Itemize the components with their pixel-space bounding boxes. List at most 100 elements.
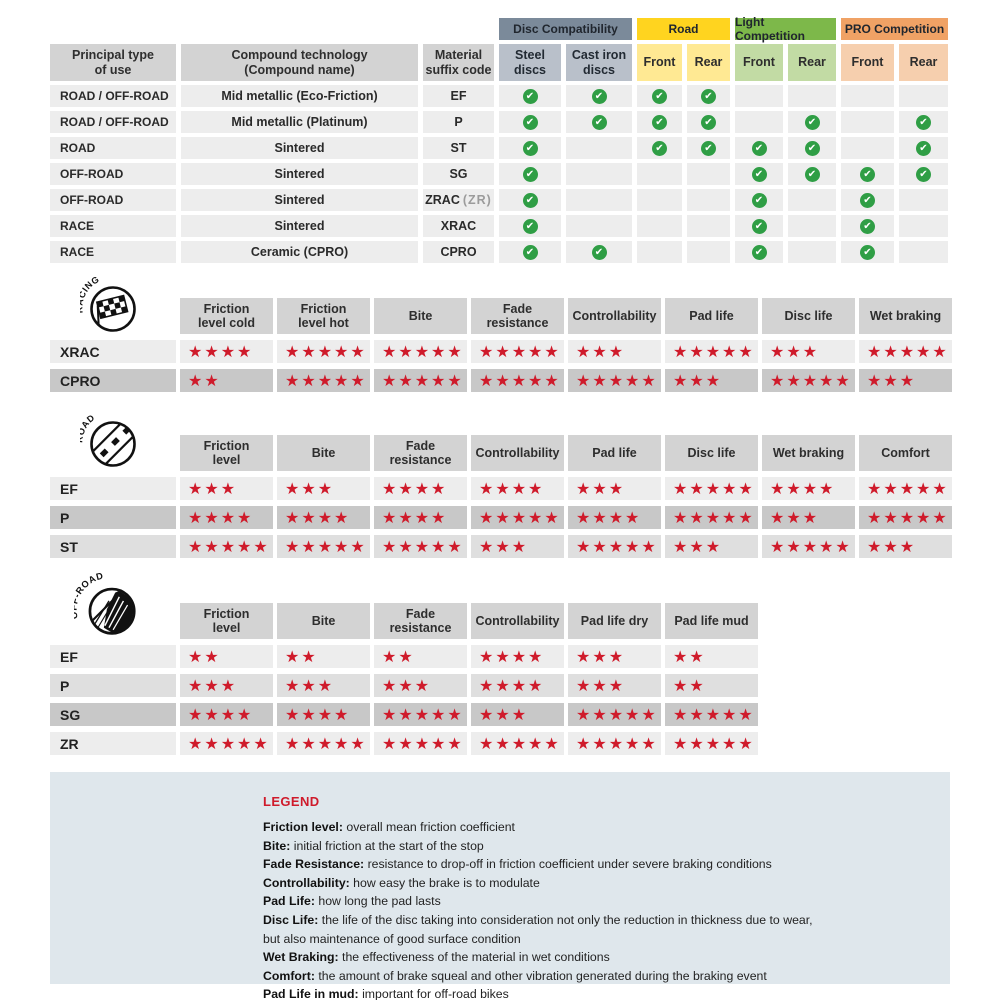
check-cell: ✔: [735, 241, 783, 263]
star-rating-cell: ★★★★★: [277, 535, 370, 558]
star-rating: ★★★: [188, 675, 238, 695]
check-cell: [899, 215, 948, 237]
star-rating: ★★: [188, 370, 221, 390]
star-rating-cell: ★★★★★: [277, 732, 370, 755]
star-rating: ★★★★★: [673, 478, 755, 498]
star-rating: ★★★★★: [382, 341, 464, 361]
check-icon: ✔: [916, 166, 931, 182]
check-cell: [637, 215, 682, 237]
star-rating: ★★★★: [479, 675, 545, 695]
star-rating-cell: ★★★★★: [859, 506, 952, 529]
check-cell: ✔: [841, 189, 894, 211]
star-rating: ★★★★★: [770, 536, 852, 556]
star-rating-cell: ★★★★★: [374, 535, 467, 558]
check-icon: ✔: [804, 114, 820, 130]
check-cell: [788, 189, 836, 211]
star-rating-cell: ★★★: [859, 369, 952, 392]
check-cell: [735, 111, 783, 133]
compound-code-label: XRAC: [50, 340, 176, 363]
compat-row: ROAD / OFF-ROAD Mid metallic (Eco-Frictio…: [50, 85, 955, 107]
star-rating: ★★★: [382, 675, 432, 695]
col-header-suffix: Material suffix code: [423, 44, 494, 81]
pro-competition-group-header: PRO Competition: [841, 18, 948, 40]
star-rating: ★★: [285, 646, 318, 666]
check-icon: ✔: [522, 140, 538, 156]
star-rating: ★★★: [576, 675, 626, 695]
rating-row: SG ★★★★ ★★★★ ★★★★★ ★★★ ★★★★★ ★★★★★: [50, 703, 955, 726]
compound-cell: Mid metallic (Platinum): [181, 111, 418, 133]
star-rating-cell: ★★★★: [471, 477, 564, 500]
star-rating-cell: ★★★★: [277, 703, 370, 726]
check-icon: ✔: [522, 114, 538, 130]
check-cell: ✔: [687, 137, 730, 159]
legend-term: Fade Resistance:: [263, 857, 365, 872]
rating-column-header: Bite: [277, 603, 370, 639]
principal-use-cell: ROAD / OFF-ROAD: [50, 111, 176, 133]
star-rating: ★★★★★: [285, 536, 367, 556]
rating-row: P ★★★ ★★★ ★★★ ★★★★ ★★★ ★★: [50, 674, 955, 697]
star-rating: ★★★★★: [188, 733, 270, 753]
star-rating-cell: ★★★: [180, 477, 273, 500]
check-cell: ✔: [499, 111, 561, 133]
star-rating-cell: ★★★★: [568, 506, 661, 529]
legend-term: Comfort:: [263, 968, 315, 983]
legend-line: but also maintenance of good surface con…: [263, 931, 521, 946]
star-rating-cell: ★★★★★: [665, 703, 758, 726]
compound-code-label: P: [50, 506, 176, 529]
suffix-note: (ZR): [462, 193, 492, 207]
check-icon: ✔: [751, 140, 767, 156]
rating-column-header: Wet braking: [859, 298, 952, 334]
star-rating-cell: ★★★★★: [568, 369, 661, 392]
check-icon: ✔: [652, 88, 667, 104]
check-cell: [735, 85, 783, 107]
principal-use-cell: ROAD: [50, 137, 176, 159]
check-cell: ✔: [788, 163, 836, 185]
star-rating: ★★★★★: [867, 341, 949, 361]
suffix-code-cell: CPRO: [423, 241, 494, 263]
star-rating-cell: ★★★★★: [568, 732, 661, 755]
suffix-code-cell: ZRAC (ZR): [423, 189, 494, 211]
rating-column-header: Disc life: [665, 435, 758, 471]
compat-row: RACE Sintered XRAC ✔ ✔ ✔: [50, 215, 955, 237]
check-cell: ✔: [735, 215, 783, 237]
check-cell: [687, 241, 730, 263]
legend-term: Controllability:: [263, 875, 350, 890]
star-rating-cell: ★★★★★: [762, 535, 855, 558]
rating-column-header: Controllability: [471, 435, 564, 471]
star-rating: ★★★★: [479, 478, 545, 498]
star-rating-cell: ★★★★★: [665, 506, 758, 529]
star-rating-cell: ★★★: [665, 535, 758, 558]
star-rating: ★★★: [576, 478, 626, 498]
star-rating: ★★★: [770, 507, 820, 527]
star-rating-cell: ★★: [180, 369, 273, 392]
suffix-code-cell: P: [423, 111, 494, 133]
star-rating: ★★★★★: [867, 507, 949, 527]
legend-line: Pad Life: how long the pad lasts: [263, 894, 441, 909]
rating-column-header: Bite: [374, 298, 467, 334]
check-cell: [788, 85, 836, 107]
check-cell: ✔: [841, 215, 894, 237]
col-header-road-front: Front: [637, 44, 682, 81]
check-icon: ✔: [860, 218, 875, 234]
road-table-body: EF ★★★ ★★★ ★★★★ ★★★★ ★★★ ★★★★★ ★★★★ ★★★★★ P ★★★★ ★★…: [50, 477, 955, 558]
star-rating-cell: ★★★: [277, 674, 370, 697]
check-icon: ✔: [701, 88, 716, 104]
star-rating-cell: ★★★: [374, 674, 467, 697]
rating-column-header: Comfort: [859, 435, 952, 471]
check-cell: ✔: [735, 163, 783, 185]
compat-row: RACE Ceramic (CPRO) CPRO ✔ ✔ ✔ ✔: [50, 241, 955, 263]
star-rating-cell: ★★★: [180, 674, 273, 697]
star-rating-cell: ★★★★: [180, 703, 273, 726]
star-rating: ★★: [188, 646, 221, 666]
check-cell: ✔: [499, 215, 561, 237]
star-rating-cell: ★★★★: [374, 506, 467, 529]
col-header-pro-rear: Rear: [899, 44, 948, 81]
star-rating: ★★★★★: [382, 704, 464, 724]
compound-cell: Ceramic (CPRO): [181, 241, 418, 263]
legend-line: Fade Resistance: resistance to drop-off …: [263, 857, 772, 872]
legend-term: Disc Life:: [263, 912, 319, 927]
star-rating-cell: ★★★★★: [277, 369, 370, 392]
star-rating-cell: ★★★★★: [762, 369, 855, 392]
compound-code-label: P: [50, 674, 176, 697]
